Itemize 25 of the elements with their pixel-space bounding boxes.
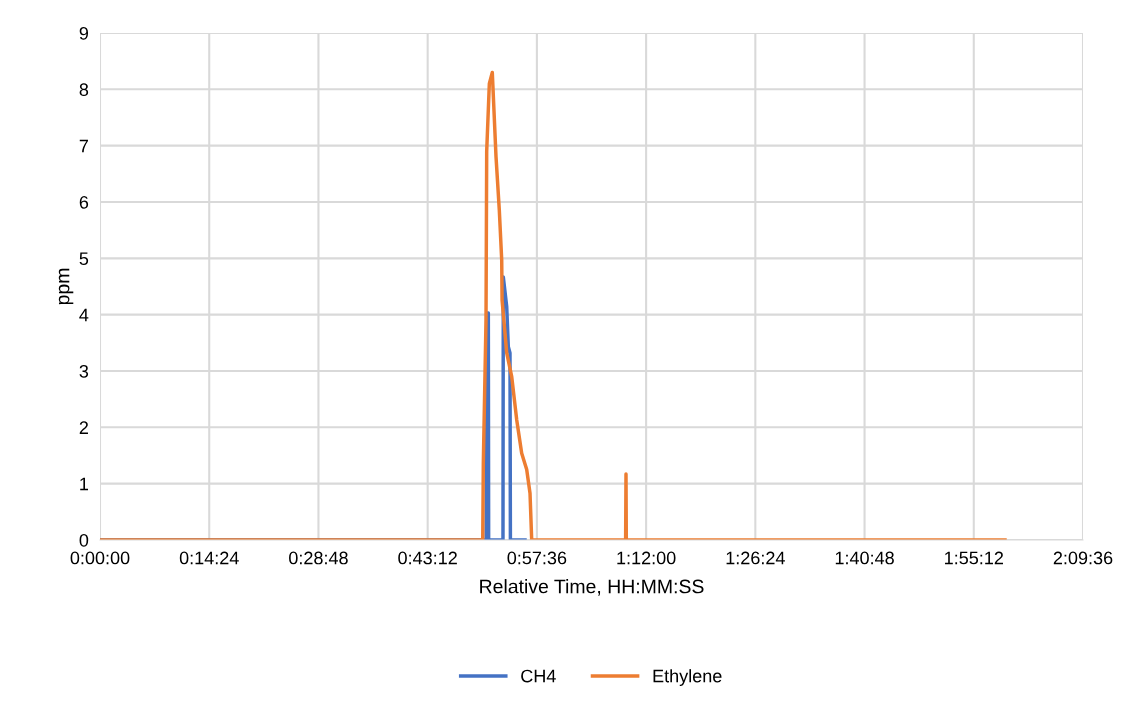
line-series [100, 70, 1007, 540]
x-tick-label: 1:12:00 [617, 551, 676, 565]
x-tick-label: 0:28:48 [289, 551, 348, 565]
y-tick-label: 1 [80, 477, 89, 491]
legend-label: Ethylene [653, 669, 722, 686]
y-tick-label: 5 [79, 252, 89, 266]
y-tick-label: 7 [79, 139, 88, 153]
x-tick-label: 0:14:24 [179, 551, 239, 565]
y-tick-label: 3 [79, 364, 89, 378]
x-tick-label: 0:00:00 [70, 551, 130, 565]
y-tick-label: 2 [79, 421, 88, 434]
x-tick-label: 1:26:24 [726, 551, 785, 565]
legend-label: CH4 [521, 669, 556, 683]
y-tick-label: 6 [79, 195, 89, 209]
y-tick-label: 9 [79, 26, 89, 40]
y-tick-label: 0 [79, 533, 89, 547]
x-tick-label: 1:55:12 [945, 551, 1003, 565]
x-tick-label: 1:40:48 [835, 551, 894, 565]
y-tick-label: 4 [79, 308, 89, 322]
y-axis-title: ppm [58, 268, 74, 305]
x-tick-label: 0:43:12 [398, 551, 457, 565]
y-tick-label: 8 [79, 83, 89, 97]
x-tick-label: 2:09:36 [1053, 551, 1113, 565]
x-axis-title: Relative Time, HH:MM:SS [480, 579, 704, 596]
x-tick-label: 0:57:36 [507, 551, 567, 565]
